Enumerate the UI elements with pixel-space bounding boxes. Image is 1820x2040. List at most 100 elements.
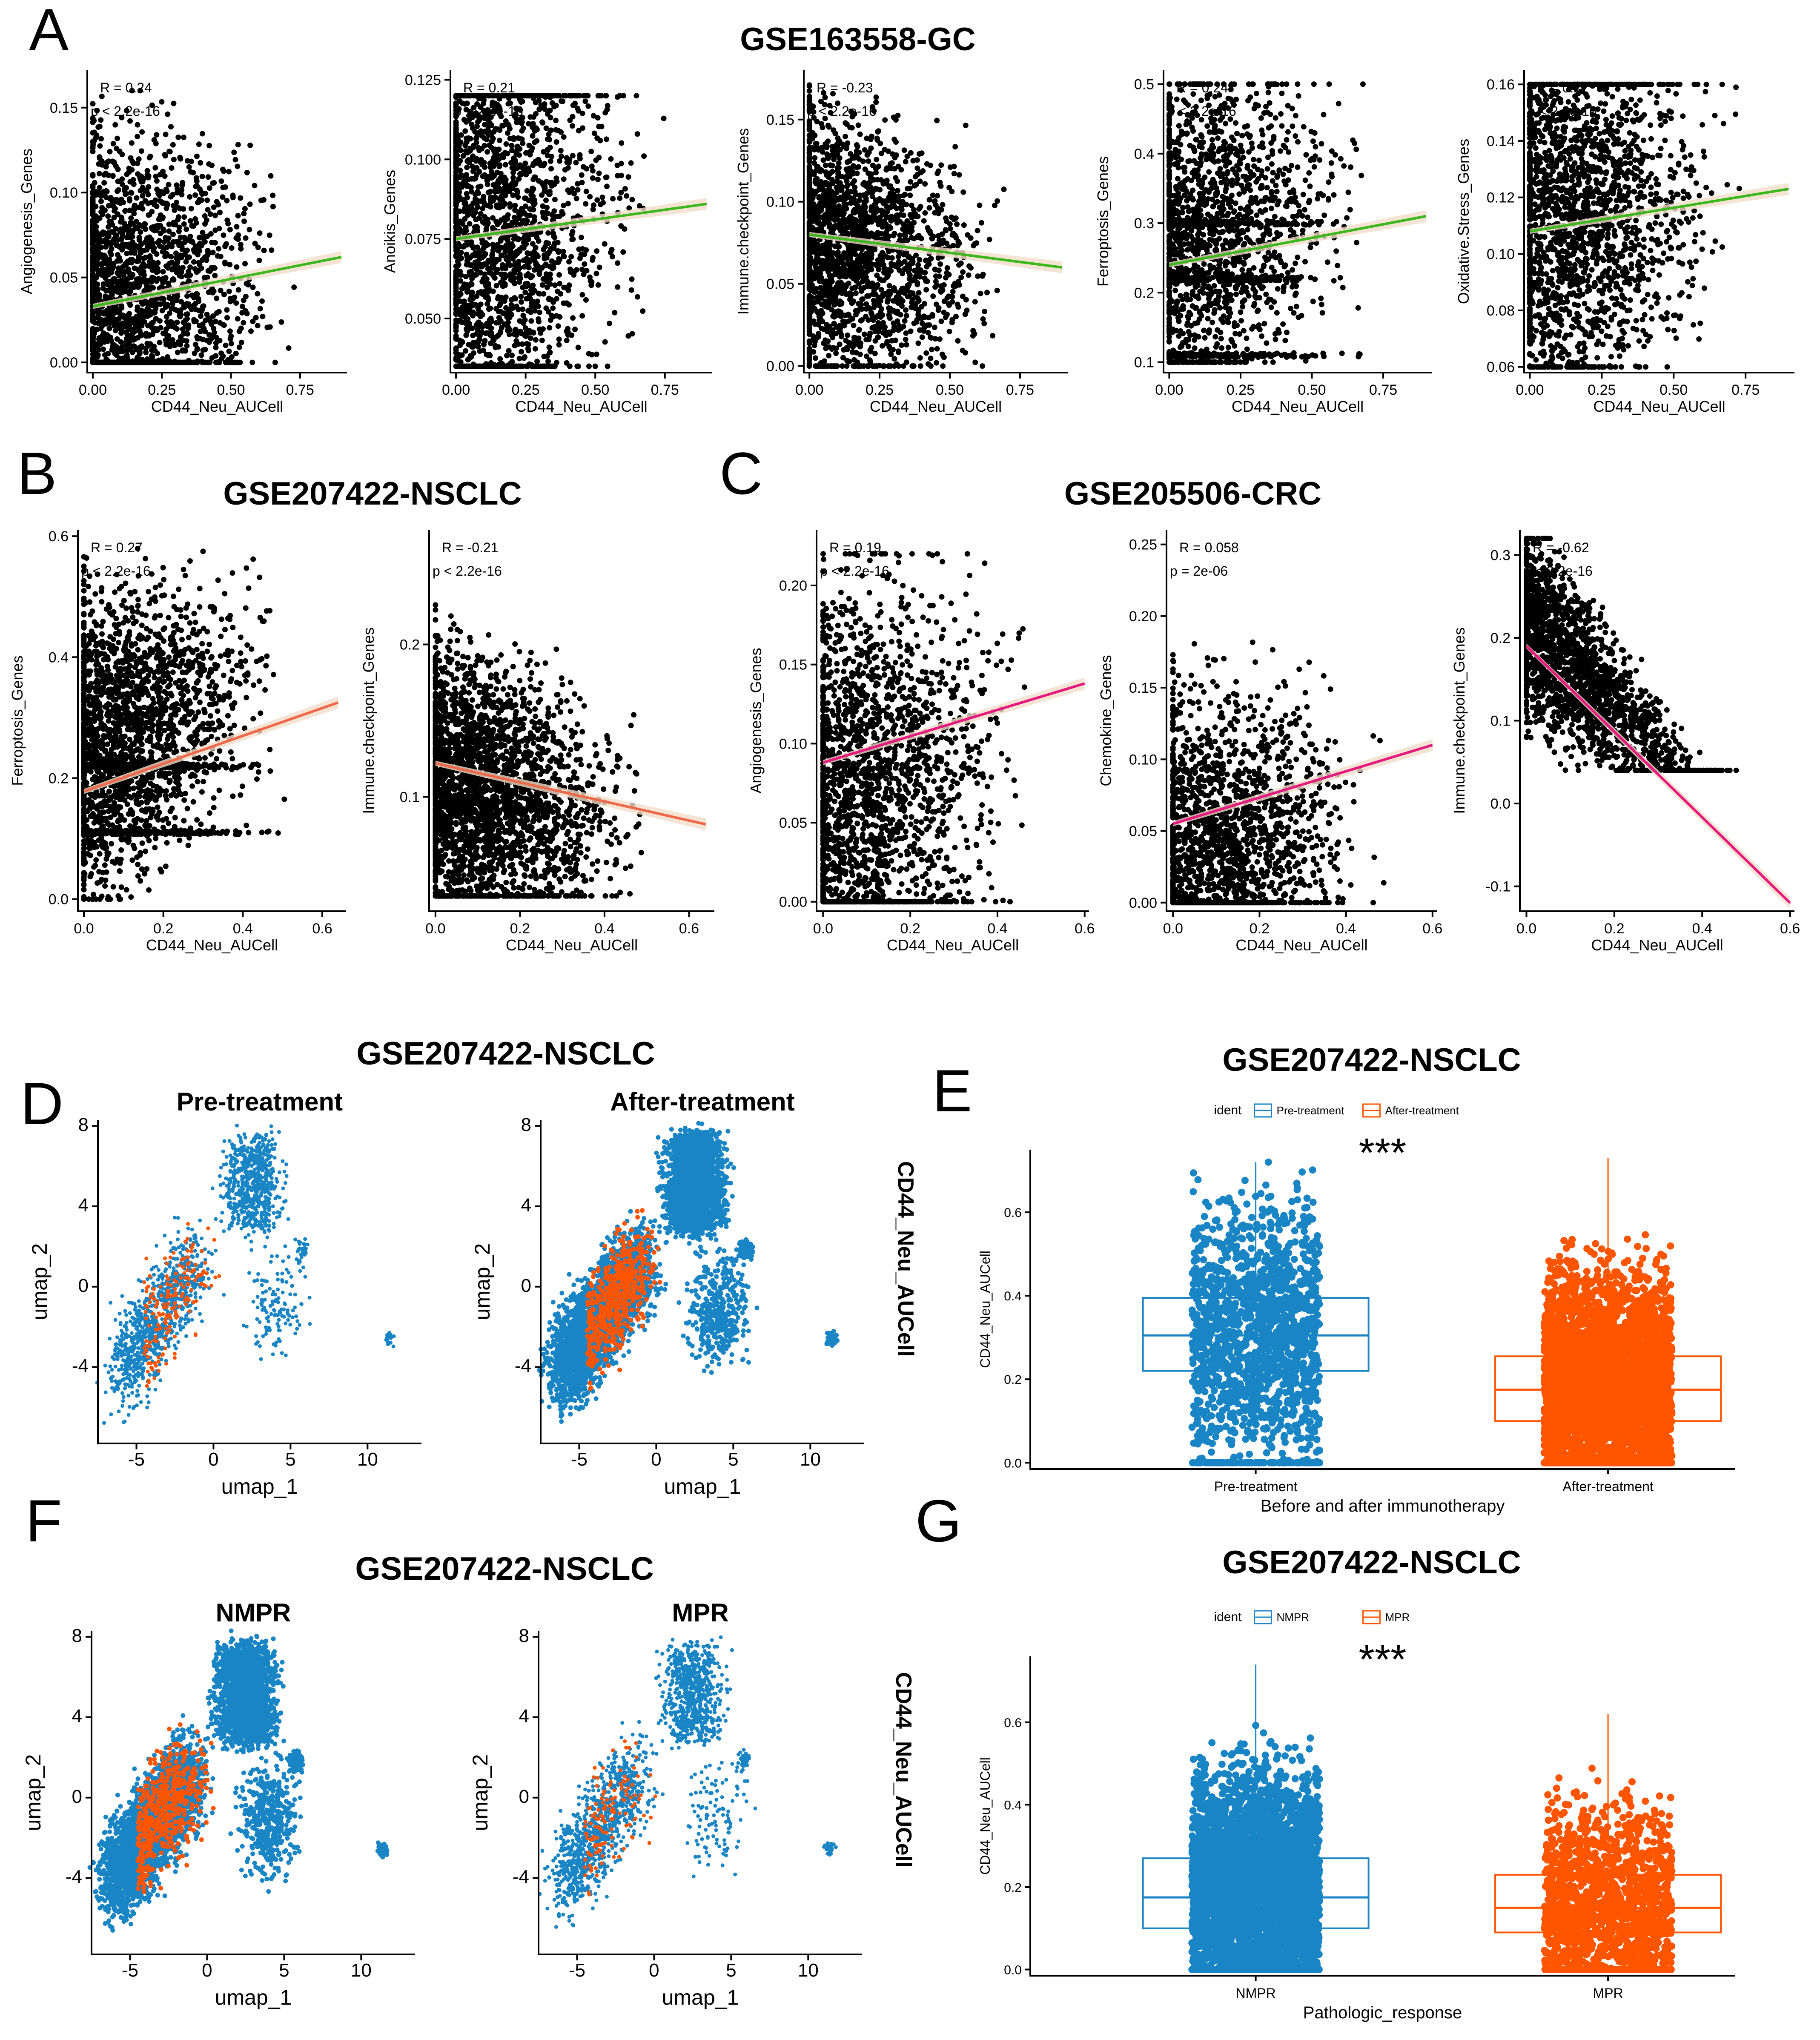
y-tick-label: 0.15 — [50, 100, 78, 116]
x-tick-label: MPR — [1593, 1985, 1623, 2001]
panel-letter-a: A — [29, 0, 69, 63]
x-axis-label: umap_1 — [664, 1475, 741, 1498]
correlation-p: p < 2.2e-16 — [1528, 103, 1597, 119]
y-axis-label: Ferroptosis_Genes — [9, 655, 26, 786]
y-axis-label: Immune.checkpoint_Genes — [1450, 627, 1468, 814]
x-tick-label: -5 — [122, 1960, 138, 1981]
axis-lines — [803, 70, 1068, 373]
y-axis-label: Ferroptosis_Genes — [1094, 156, 1112, 287]
regression-line — [1525, 645, 1791, 904]
x-tick-label: 0.75 — [286, 382, 314, 398]
heading-e: GSE207422-NSCLC — [1222, 1042, 1521, 1078]
y-tick-label: 0.6 — [49, 528, 69, 545]
y-axis-label: Angiogenesis_Genes — [18, 149, 35, 294]
x-tick-label: 0.6 — [679, 921, 699, 937]
umap-panel-d2: -5 0 5 10 -4 0 4 8 After-treatment umap_1 umap_2 CD… — [470, 1087, 918, 1498]
x-tick-label: 5 — [728, 1449, 738, 1470]
scatter-panel-c3: 0.0 0.2 0.4 0.6 -0.1 0.0 0.1 0.2 0.3 R = -0.62 p <… — [1450, 530, 1800, 954]
y-axis-label: CD44_Neu_AUCell — [977, 1757, 993, 1875]
y-axis-label: umap_2 — [28, 1243, 52, 1320]
scatter-panel-c2: 0.0 0.2 0.4 0.6 0.00 0.05 0.10 0.15 0.20 0.25 R = … — [1097, 530, 1442, 954]
correlation-p: p < 2.2e-16 — [454, 103, 523, 119]
x-tick-label: 0.25 — [512, 382, 540, 398]
umap-title: MPR — [672, 1598, 728, 1627]
y-tick-label: 0.05 — [779, 815, 807, 831]
y-tick-label: 0.2 — [1004, 1373, 1022, 1387]
panel-letter-b: B — [17, 440, 57, 507]
legend-label: MPR — [1385, 1611, 1410, 1624]
correlation-p: p < 2.2e-16 — [81, 563, 151, 579]
umap-points-blue — [87, 1628, 390, 1933]
scatter-points — [453, 93, 667, 369]
y-axis-label: umap_2 — [21, 1754, 45, 1831]
legend-title: ident — [1214, 1103, 1242, 1117]
x-tick-label: 0 — [208, 1449, 218, 1470]
scatter-panel-b2: 0.0 0.2 0.4 0.6 0.1 0.2 R = -0.21 p < 2.2e-16 CD… — [360, 530, 714, 954]
y-tick-label: 0.4 — [1134, 146, 1154, 162]
y-tick-label: 0.4 — [1004, 1289, 1022, 1303]
correlation-r: R = -0.21 — [442, 540, 499, 555]
scatter-panel-a2: 0.00 0.25 0.50 0.75 0.050 0.075 0.100 0.125 R = … — [381, 70, 712, 415]
y-tick-label: -4 — [513, 1867, 529, 1888]
axis-lines — [1029, 1150, 1735, 1470]
panel-letter-e: E — [932, 1057, 972, 1124]
correlation-r: R = 0.27 — [1537, 80, 1589, 95]
x-tick-label: 0.0 — [813, 921, 833, 937]
correlation-p: p < 2.2e-16 — [91, 103, 160, 119]
y-tick-label: 0.06 — [1487, 359, 1515, 376]
regression-line — [809, 233, 1063, 269]
scatter-points — [806, 82, 1007, 369]
umap-title: After-treatment — [610, 1087, 794, 1116]
axis-lines — [450, 70, 712, 373]
y-tick-label: 0.2 — [49, 770, 69, 786]
heading-g: GSE207422-NSCLC — [1222, 1544, 1521, 1581]
x-axis-label: CD44_Neu_AUCell — [506, 936, 638, 954]
x-tick-label: 0.25 — [148, 382, 176, 398]
umap-panel-f1: -5 0 5 10 -4 0 4 8 NMPR umap_1 umap_2 — [21, 1598, 415, 2009]
umap-points-orange — [585, 1208, 662, 1391]
y-tick-label: 4 — [72, 1706, 82, 1727]
y-tick-label: 0.4 — [1004, 1798, 1022, 1812]
scatter-panel-a4: 0.00 0.25 0.50 0.75 0.1 0.2 0.3 0.4 0.5 R = 0.24 p… — [1094, 70, 1432, 415]
x-tick-label: 0 — [651, 1449, 661, 1470]
x-axis-label: CD44_Neu_AUCell — [146, 936, 278, 954]
axis-lines — [538, 1631, 862, 1955]
x-tick-label: 0.2 — [1250, 921, 1270, 937]
plots-layer: 0.00 0.25 0.50 0.750.000.050.100.15R = 0.24… — [9, 70, 1800, 2022]
x-tick-label: Pre-treatment — [1214, 1479, 1298, 1494]
y-tick-label: 0.15 — [779, 657, 807, 673]
x-tick-label: 0 — [202, 1960, 212, 1981]
y-axis-label: Anoikis_Genes — [381, 170, 398, 273]
scatter-panel-c1: 0.0 0.2 0.4 0.6 0.00 0.05 0.10 0.15 0.20 R = 0.19… — [747, 530, 1095, 954]
x-tick-label: 0.6 — [1422, 921, 1442, 937]
scatter-panel-a5: 0.00 0.25 0.50 0.75 0.06 0.08 0.10 0.12 0.14 0.16… — [1455, 70, 1794, 415]
y-tick-label: 0.050 — [405, 311, 441, 327]
y-tick-label: 0.1 — [1490, 713, 1510, 729]
x-tick-label: NMPR — [1235, 1985, 1275, 2001]
y-tick-label: 0.2 — [1004, 1881, 1022, 1895]
x-tick-label: 0.2 — [153, 921, 173, 937]
x-tick-label: 0.2 — [900, 921, 920, 937]
x-tick-label: 0.50 — [936, 382, 964, 398]
x-tick-label: -5 — [569, 1960, 585, 1981]
heading-a: GSE163558-GC — [740, 21, 975, 57]
axis-lines — [91, 1631, 415, 1955]
axis-lines — [1523, 70, 1794, 373]
x-tick-label: 0.25 — [1588, 382, 1616, 398]
correlation-r: R = -0.62 — [1533, 540, 1589, 555]
y-tick-label: 0.2 — [1134, 285, 1154, 301]
scatter-points — [1524, 536, 1739, 773]
x-axis-label: CD44_Neu_AUCell — [151, 398, 283, 415]
scatter-panel-a1: 0.00 0.25 0.50 0.75 0.00 0.05 0.10 0.15 R = 0.24… — [18, 70, 347, 415]
scatter-panel-b1: 0.0 0.2 0.4 0.6 0.0 0.2 0.4 0.6 R = 0.27 p < 2.2e… — [9, 528, 346, 954]
scatter-panel-a3: 0.00 0.25 0.50 0.75 0.00 0.05 0.10 0.15 R = -0.2… — [734, 70, 1068, 415]
correlation-r: R = 0.24 — [1176, 80, 1228, 95]
x-tick-label: 10 — [798, 1960, 819, 1981]
regression-line — [1169, 215, 1427, 266]
axis-lines — [540, 1120, 864, 1444]
x-tick-label: 0.4 — [987, 921, 1007, 937]
correlation-p: p < 2.2e-16 — [820, 563, 889, 579]
x-tick-label: 0.0 — [74, 921, 94, 937]
x-axis-label: umap_1 — [662, 1985, 739, 2009]
y-axis-label: Chemokine_Genes — [1097, 655, 1115, 786]
